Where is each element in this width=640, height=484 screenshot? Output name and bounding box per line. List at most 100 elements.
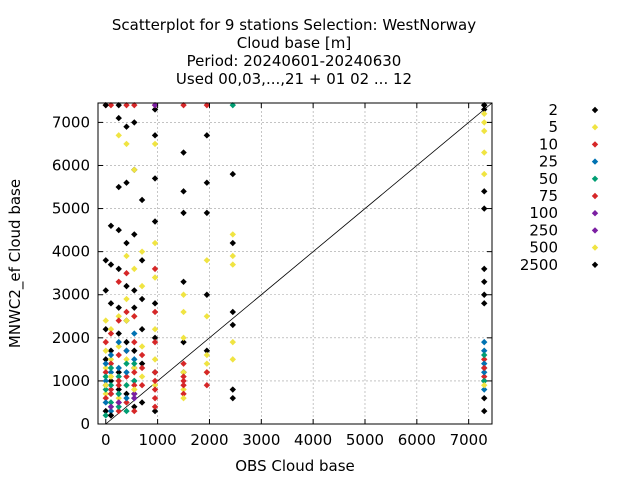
data-point	[138, 382, 146, 389]
x-axis-label: OBS Cloud base	[235, 457, 355, 475]
legend-marker	[591, 210, 599, 217]
data-point	[151, 239, 159, 247]
legend-label: 50	[539, 170, 558, 188]
data-point	[131, 369, 138, 376]
data-point	[151, 308, 159, 316]
data-point	[203, 132, 211, 139]
data-point	[115, 338, 122, 346]
legend-marker	[591, 227, 599, 234]
data-point	[131, 330, 138, 337]
data-point	[131, 304, 138, 311]
data-point	[102, 347, 109, 354]
reference-line	[105, 102, 493, 425]
data-point	[107, 300, 115, 307]
data-point	[131, 313, 138, 320]
data-point	[102, 369, 109, 376]
data-point	[138, 326, 146, 333]
data-point	[481, 360, 488, 367]
data-point	[115, 369, 122, 376]
data-point	[151, 175, 159, 182]
data-point	[481, 364, 488, 372]
data-point	[102, 373, 109, 380]
data-point	[131, 338, 138, 346]
data-point	[229, 239, 236, 247]
data-point	[131, 101, 138, 109]
data-point	[131, 390, 138, 398]
data-point	[481, 338, 488, 346]
data-point	[115, 382, 122, 389]
data-point	[180, 149, 187, 156]
data-point	[123, 394, 130, 402]
data-point	[151, 106, 159, 113]
x-tick-label: 6000	[398, 431, 436, 449]
legend-marker	[591, 124, 599, 131]
data-point	[102, 338, 109, 346]
data-point	[138, 360, 146, 367]
y-tick-label: 3000	[52, 286, 90, 304]
data-point	[107, 399, 115, 406]
data-point	[481, 386, 488, 393]
data-point	[102, 390, 109, 398]
title-line: Period: 20240601-20240630	[187, 52, 402, 70]
data-point	[102, 287, 109, 294]
data-point	[107, 373, 115, 380]
legend-marker	[591, 261, 599, 268]
data-point	[203, 101, 211, 109]
data-point	[151, 326, 159, 333]
data-point	[107, 390, 115, 398]
y-tick-label: 6000	[52, 156, 90, 174]
data-point	[180, 291, 187, 298]
data-point	[481, 373, 488, 380]
data-point	[102, 382, 109, 389]
data-point	[102, 317, 109, 324]
data-point	[123, 179, 130, 186]
data-point	[481, 188, 488, 195]
title-line: Used 00,03,...,21 + 01 02 ... 12	[176, 70, 412, 88]
data-point	[131, 382, 138, 389]
data-point	[180, 278, 187, 286]
data-point	[115, 394, 122, 402]
data-point	[151, 377, 159, 385]
data-point	[203, 347, 211, 354]
legend-label: 100	[529, 204, 558, 222]
data-point	[138, 399, 146, 406]
data-point	[138, 196, 146, 204]
data-point	[107, 360, 115, 367]
data-point	[151, 265, 159, 273]
data-point	[229, 231, 236, 238]
data-point	[123, 399, 130, 406]
data-point	[481, 291, 488, 298]
series-100	[107, 101, 159, 410]
chart-title: Scatterplot for 9 stations Selection: We…	[112, 16, 476, 88]
data-point	[102, 257, 109, 264]
data-point	[180, 308, 187, 316]
data-point	[229, 252, 236, 260]
data-point	[203, 313, 211, 320]
data-point	[151, 334, 159, 342]
data-point	[131, 360, 138, 367]
data-point	[123, 295, 130, 303]
data-point	[131, 394, 138, 402]
data-point	[151, 338, 159, 346]
data-point	[123, 239, 130, 247]
series-75	[102, 101, 488, 406]
legend-label: 25	[539, 153, 558, 171]
data-point	[203, 257, 211, 264]
data-point	[123, 317, 130, 324]
data-point	[107, 407, 115, 415]
data-point	[180, 101, 187, 109]
data-point	[151, 140, 159, 148]
data-point	[115, 304, 122, 311]
legend-label: 2	[548, 101, 558, 119]
data-point	[481, 394, 488, 402]
data-point	[203, 351, 211, 359]
data-point	[180, 373, 187, 380]
title-line: Scatterplot for 9 stations Selection: We…	[112, 16, 476, 34]
data-point	[107, 386, 115, 393]
data-point	[481, 149, 488, 156]
data-point	[203, 369, 211, 376]
legend-marker	[591, 192, 599, 200]
x-tick-label: 7000	[450, 431, 488, 449]
data-point	[123, 382, 130, 389]
